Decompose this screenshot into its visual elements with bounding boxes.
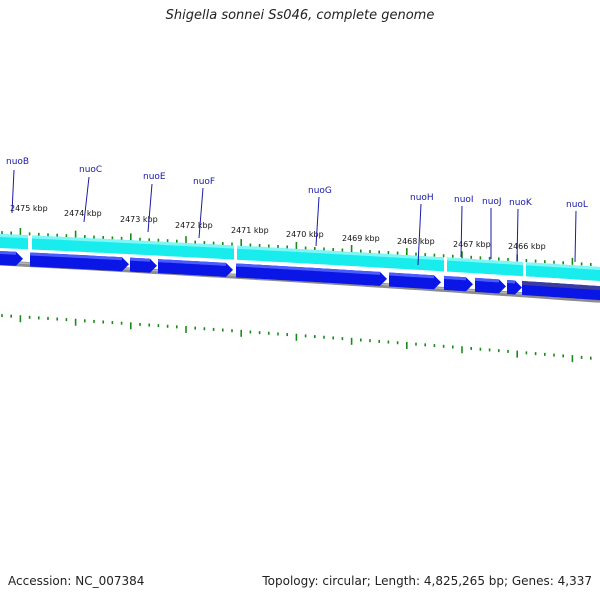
kbp-label: 2473 kbp [120, 215, 158, 224]
kbp-label: 2471 kbp [231, 226, 269, 235]
gene-labels: nuoB nuoC nuoE nuoF nuoG nuoH nuoI nuoJ nuoK nuoL [6, 157, 588, 266]
gene-arrow-highlight [130, 257, 150, 262]
gene-leader-line [574, 210, 577, 263]
gene-arrow [0, 251, 23, 266]
cds-segment [32, 235, 234, 260]
gene-arrow-highlight [444, 275, 466, 281]
gene-label: nuoF [193, 177, 215, 187]
gene-leader-line [417, 203, 422, 266]
cds-segment-highlight [0, 234, 28, 239]
gene-label: nuoG [308, 186, 332, 196]
upper-tick-marks [1, 227, 592, 266]
gene-label: nuoJ [482, 197, 502, 207]
gene-leader-line [460, 205, 463, 258]
gene-arrow-highlight [389, 272, 434, 279]
cds-segment-highlight [526, 262, 600, 270]
kbp-label: 2466 kbp [508, 242, 546, 251]
kbp-label: 2475 kbp [10, 204, 48, 213]
gene-arrow [236, 263, 387, 286]
gene-leader-line [198, 187, 204, 239]
gene-label: nuoK [509, 198, 533, 208]
gene-label: nuoL [566, 200, 588, 210]
cds-segment-highlight [237, 245, 444, 261]
gene-leader-line [315, 196, 320, 247]
accession-text: Accession: NC_007384 [8, 574, 145, 588]
gene-arrow-highlight [236, 263, 380, 275]
kbp-label: 2472 kbp [175, 221, 213, 230]
gene-label: nuoC [79, 165, 102, 175]
gene-leader-line [11, 169, 15, 214]
cds-segment-highlight [32, 235, 234, 249]
gene-label: nuoI [454, 195, 474, 205]
gene-arrow-highlight [522, 280, 600, 291]
kbp-label: 2470 kbp [286, 230, 324, 239]
gene-arrow-highlight [30, 252, 122, 261]
gene-leader-line [516, 208, 519, 262]
gene-leader-line [147, 183, 153, 233]
gene-arrow-highlight [0, 251, 16, 255]
gene-features [0, 251, 600, 301]
gene-label: nuoE [143, 172, 166, 182]
cds-band [0, 234, 600, 281]
gene-arrow-highlight [507, 280, 515, 284]
gene-leader-line [83, 176, 90, 223]
map-title: Shigella sonnei Ss046, complete genome [165, 8, 435, 23]
kbp-label: 2474 kbp [64, 209, 102, 218]
gene-arrow-highlight [158, 259, 226, 266]
gene-label: nuoH [410, 193, 434, 203]
cds-segment [237, 245, 444, 272]
gene-arrow [507, 280, 522, 295]
gene-arrow [130, 257, 157, 273]
cds-segment-highlight [447, 257, 523, 266]
gene-arrow-highlight [475, 277, 499, 283]
kbp-label: 2469 kbp [342, 234, 380, 243]
gene-label: nuoB [6, 157, 29, 167]
kbp-labels: 2475 kbp 2474 kbp 2473 kbp 2472 kbp 2471 kbp… [10, 204, 546, 251]
lower-tick-marks [1, 314, 592, 363]
kbp-label: 2468 kbp [397, 237, 435, 246]
kbp-label: 2467 kbp [453, 240, 491, 249]
genome-summary-text: Topology: circular; Length: 4,825,265 bp… [262, 574, 592, 588]
